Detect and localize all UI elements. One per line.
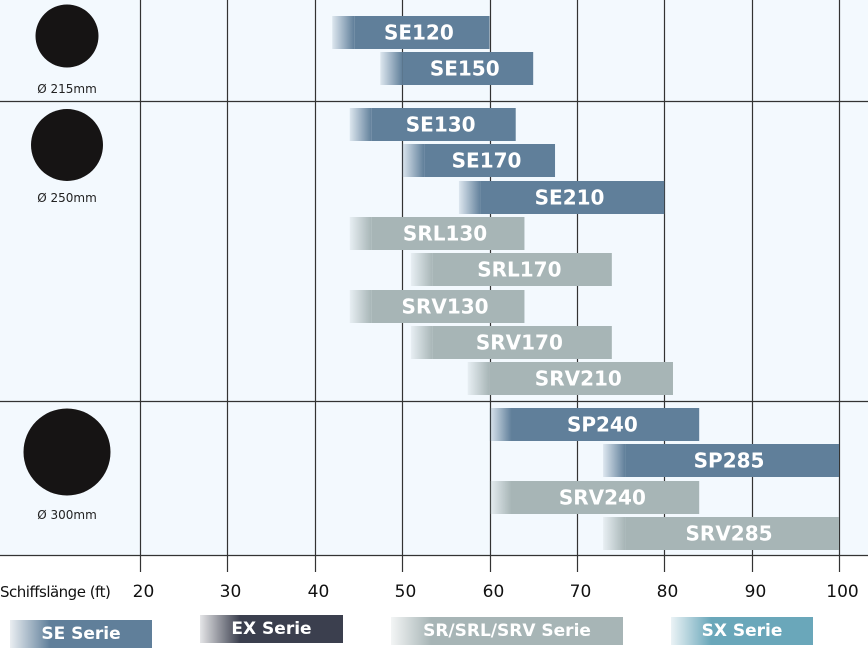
bar-fade [467, 362, 490, 395]
bar-se210 [480, 181, 665, 214]
x-tick-label: 100 [826, 582, 858, 600]
bar-fade [458, 181, 481, 214]
x-axis-title: Schiffslänge (ft) [0, 583, 110, 600]
bar-label: SE170 [452, 149, 522, 173]
x-tick-label: 90 [745, 582, 767, 600]
bar-label: SE210 [535, 186, 605, 210]
diameter-label: Ø 250mm [37, 191, 97, 205]
x-tick-label: 30 [220, 582, 242, 600]
diameter-marker [31, 109, 103, 181]
x-tick-label: 40 [308, 582, 330, 600]
bar-fade [349, 108, 372, 141]
legend-sr-srl-srv-serie: SR/SRL/SRV Serie [391, 617, 623, 645]
x-tick-label: 50 [395, 582, 417, 600]
chart: 20 30 40 50 60 70 80 90 100 Schiffslänge (ft) Ø 21… [0, 0, 868, 600]
bar-label: SRV210 [535, 367, 622, 391]
diameter-label: Ø 215mm [37, 82, 97, 96]
legend-sx-serie: SX Serie [671, 617, 813, 645]
bar-fade [402, 144, 425, 177]
bar-label: SRL170 [477, 258, 561, 282]
bar-label: SRV170 [476, 331, 563, 355]
bar-se120 [354, 16, 490, 49]
bar-fade [603, 517, 626, 550]
legend-label: SR/SRL/SRV Serie [423, 621, 591, 641]
bar-se150 [402, 52, 534, 85]
bar-fade [349, 217, 372, 250]
diameter-label: Ø 300mm [37, 508, 97, 522]
bar-srv170 [432, 326, 612, 359]
bar-label: SE130 [406, 113, 476, 137]
bar-label: SRV130 [402, 295, 489, 319]
bar-label: SRV240 [559, 486, 646, 510]
legend-label: SX Serie [701, 621, 783, 641]
bar-fade [380, 52, 403, 85]
bar-srv240 [511, 481, 700, 514]
diameter-marker [23, 408, 111, 496]
x-tick-label: 60 [483, 582, 505, 600]
x-tick-label: 70 [570, 582, 592, 600]
bar-fade [603, 444, 626, 477]
bar-label: SP285 [694, 449, 765, 473]
bar-srl170 [432, 253, 612, 286]
bar-label: SE150 [430, 57, 500, 81]
bar-se130 [371, 108, 516, 141]
bar-label: SRL130 [403, 222, 487, 246]
bar-srv130 [371, 290, 525, 323]
bar-label: SRV285 [686, 522, 773, 546]
bar-sp285 [625, 444, 839, 477]
bar-fade [349, 290, 372, 323]
bar-label: SE120 [384, 21, 454, 45]
bar-fade [489, 408, 512, 441]
bar-fade [410, 326, 433, 359]
bar-fade [410, 253, 433, 286]
bar-label: SP240 [567, 413, 638, 437]
bar-sp240 [511, 408, 700, 441]
bar-srv285 [625, 517, 839, 550]
bar-srl130 [371, 217, 525, 250]
bar-srv210 [489, 362, 673, 395]
legend-label: SE Serie [41, 624, 121, 644]
bar-fade [332, 16, 355, 49]
bar-se170 [424, 144, 556, 177]
x-tick-label: 80 [657, 582, 679, 600]
legend-label: EX Serie [231, 619, 312, 639]
legend-ex-serie: EX Serie [200, 615, 343, 643]
diameter-marker [35, 4, 99, 68]
bar-fade [489, 481, 512, 514]
x-tick-label: 20 [133, 582, 155, 600]
legend-se-serie: SE Serie [10, 620, 152, 648]
